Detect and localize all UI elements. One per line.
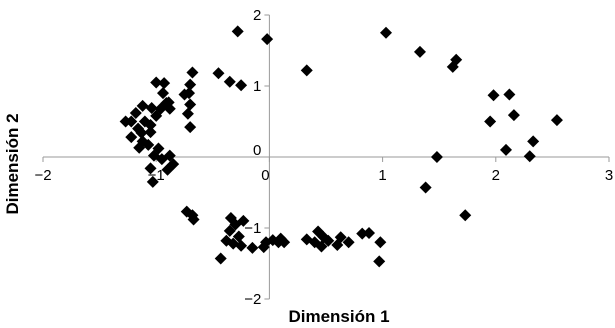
data-point	[129, 106, 142, 119]
data-point	[178, 88, 191, 101]
x-tick-label: 2	[492, 167, 500, 184]
x-tick-label: 1	[378, 167, 386, 184]
data-point	[487, 89, 500, 102]
data-point	[507, 109, 520, 122]
x-tick-label: −2	[34, 167, 51, 184]
data-point	[150, 109, 163, 122]
axes	[43, 15, 609, 299]
data-point	[144, 119, 157, 132]
data-point	[133, 141, 146, 154]
data-point	[186, 66, 199, 79]
data-point	[119, 115, 132, 128]
x-tick-label: 3	[605, 167, 613, 184]
data-point	[156, 87, 169, 100]
data-point	[499, 143, 512, 156]
data-point	[150, 76, 163, 89]
tick-marks	[42, 14, 610, 300]
data-point	[125, 131, 138, 144]
data-point	[246, 241, 259, 254]
data-point	[237, 214, 250, 227]
data-point	[450, 53, 463, 66]
data-point	[214, 252, 227, 265]
data-point	[379, 26, 392, 39]
data-point	[550, 114, 563, 127]
data-point	[484, 115, 497, 128]
data-point	[446, 60, 459, 73]
data-points	[119, 25, 563, 268]
data-point	[261, 33, 274, 46]
y-tick-label: −2	[244, 291, 261, 308]
data-point	[356, 227, 369, 240]
data-point	[419, 181, 432, 194]
data-point	[163, 102, 176, 115]
data-point	[430, 151, 443, 163]
data-point	[212, 67, 225, 80]
data-point	[413, 45, 426, 58]
data-point	[158, 77, 171, 90]
y-tick-label: 1	[253, 78, 261, 95]
data-point	[232, 230, 245, 243]
data-point	[235, 79, 248, 92]
data-point	[135, 126, 148, 139]
data-point	[300, 64, 313, 77]
data-point	[342, 236, 355, 249]
data-point	[235, 239, 248, 252]
data-point	[184, 98, 197, 111]
data-point	[136, 99, 149, 112]
y-tick-label: −1	[244, 220, 261, 237]
data-point	[184, 78, 197, 91]
data-point	[146, 175, 159, 188]
data-point	[223, 224, 236, 237]
data-point	[527, 135, 540, 148]
data-point	[231, 25, 244, 38]
data-point	[184, 121, 197, 134]
data-point	[145, 102, 158, 115]
x-axis-title: Dimensión 1	[288, 307, 389, 326]
data-point	[331, 239, 344, 252]
data-point	[144, 162, 157, 175]
x-tick-label: 0	[261, 167, 269, 184]
data-point	[315, 240, 328, 253]
data-point	[459, 209, 472, 222]
y-axis-title: Dimensión 2	[3, 113, 22, 214]
data-point	[144, 126, 157, 139]
data-point	[503, 88, 516, 101]
data-point	[223, 75, 236, 88]
data-point	[373, 255, 386, 268]
y-tick-label: 0	[253, 142, 261, 159]
data-point	[374, 236, 387, 249]
data-point	[322, 234, 335, 247]
data-point	[363, 226, 376, 239]
data-point	[161, 163, 174, 176]
y-tick-label: 2	[253, 7, 261, 24]
data-point	[278, 236, 291, 249]
data-point	[142, 138, 155, 151]
data-point	[523, 150, 536, 163]
data-point	[181, 107, 194, 120]
data-point	[187, 213, 200, 226]
